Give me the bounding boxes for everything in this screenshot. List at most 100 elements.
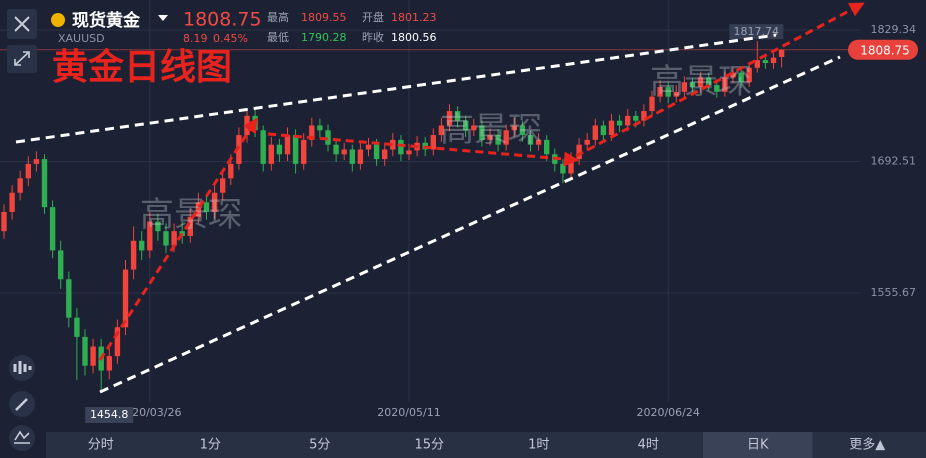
candle-body xyxy=(292,135,299,164)
candle-body xyxy=(317,125,323,131)
candle-body xyxy=(722,77,728,92)
candle-body xyxy=(463,120,469,131)
candle-body xyxy=(560,163,566,174)
candle-body xyxy=(195,202,202,217)
candle-body xyxy=(260,130,266,164)
candle-body xyxy=(673,91,679,97)
candle-body xyxy=(511,125,517,131)
max-label: 1817.74 xyxy=(734,25,780,38)
tab[interactable]: 1时 xyxy=(528,438,549,453)
candle-body xyxy=(616,120,623,126)
candle-body xyxy=(730,72,736,78)
candle-body xyxy=(276,144,283,155)
tabs: 分时 1分 5分 15分 1时 4时 日K 更多▲ xyxy=(88,432,885,458)
open: 1801.23 xyxy=(391,11,437,24)
tool-button[interactable] xyxy=(9,425,35,451)
tab[interactable]: 分时 xyxy=(88,438,114,453)
candle-body xyxy=(544,139,550,155)
tool-button[interactable] xyxy=(9,355,35,381)
tab[interactable]: 4时 xyxy=(638,438,659,453)
candle-body xyxy=(681,82,688,92)
candle-body xyxy=(333,144,339,155)
support-line xyxy=(99,55,841,394)
candle-body xyxy=(576,144,582,160)
candle-body xyxy=(301,139,307,164)
y-tick-label: 1555.67 xyxy=(871,286,917,299)
candle-body xyxy=(519,125,526,136)
candle-body xyxy=(341,149,347,155)
candle-body xyxy=(633,115,639,121)
tab[interactable]: 日K xyxy=(747,438,769,453)
tab[interactable]: 15分 xyxy=(414,438,444,453)
chart-icon xyxy=(14,430,30,444)
candle-body xyxy=(592,125,598,140)
candle-body xyxy=(438,125,445,136)
candle-body xyxy=(382,149,388,160)
candle-body xyxy=(106,356,112,371)
y-tick-label: 1829.34 xyxy=(871,23,917,36)
change-pct: 0.45% xyxy=(213,32,248,45)
candle-body xyxy=(211,192,218,212)
candle-body xyxy=(284,135,291,155)
candle-body xyxy=(503,130,509,145)
candle-body xyxy=(584,139,590,145)
candle-body xyxy=(187,216,193,236)
candle-body xyxy=(649,96,655,112)
instrument-name: 现货黄金 xyxy=(72,10,141,31)
candle-body xyxy=(706,77,712,86)
close-icon xyxy=(14,16,30,32)
candle-body xyxy=(9,192,15,212)
candle-body xyxy=(697,77,704,88)
candle-body xyxy=(641,111,647,121)
candle-body xyxy=(139,240,145,251)
price: 1808.75 xyxy=(183,9,262,31)
tab[interactable]: 1分 xyxy=(200,438,221,453)
label: 开盘 xyxy=(362,10,384,24)
candle-body xyxy=(714,85,720,92)
max-tag xyxy=(729,24,784,40)
candle-body xyxy=(373,144,380,160)
candle-body xyxy=(471,125,477,131)
last-price-label: 1808.75 xyxy=(860,43,910,57)
candle-body xyxy=(90,346,96,366)
trend-lines xyxy=(15,2,865,394)
prev-close: 1800.56 xyxy=(391,31,437,44)
symbol: XAUUSD xyxy=(58,32,105,45)
candle-body xyxy=(220,178,226,193)
dropdown[interactable] xyxy=(158,15,168,21)
y-tick-label: 1692.51 xyxy=(871,154,917,167)
candle-body xyxy=(600,125,607,136)
candle-body xyxy=(406,150,412,155)
candle-body xyxy=(33,159,40,164)
candle-body xyxy=(535,139,542,145)
candle-body xyxy=(625,115,631,126)
tab[interactable]: 5分 xyxy=(309,438,330,453)
candle-body xyxy=(762,60,769,64)
candle-body xyxy=(479,125,485,140)
candle-body xyxy=(66,279,72,318)
tab[interactable]: 更多▲ xyxy=(849,437,885,453)
candle-body xyxy=(203,202,210,212)
candle-body xyxy=(163,231,169,246)
candle-body xyxy=(365,144,372,150)
candle-body xyxy=(49,207,56,251)
candle-body xyxy=(738,72,744,83)
candle-body xyxy=(122,269,129,328)
watermark: 高景琛 xyxy=(440,110,542,150)
candle-body xyxy=(754,60,760,68)
candle-body xyxy=(689,82,696,88)
candle-body xyxy=(568,159,574,174)
candle-body xyxy=(454,111,461,121)
arrow-up xyxy=(575,2,865,158)
candle-body xyxy=(130,240,137,270)
draw-icon xyxy=(15,398,28,411)
x-tick-label: 2020/05/11 xyxy=(377,406,440,419)
candle-body xyxy=(82,336,88,366)
candle-body xyxy=(430,135,436,150)
tab-selected xyxy=(703,432,813,458)
candle-body xyxy=(17,178,23,193)
candle-body xyxy=(657,87,663,97)
label: 最低 xyxy=(267,31,289,44)
candle-body xyxy=(155,221,161,232)
